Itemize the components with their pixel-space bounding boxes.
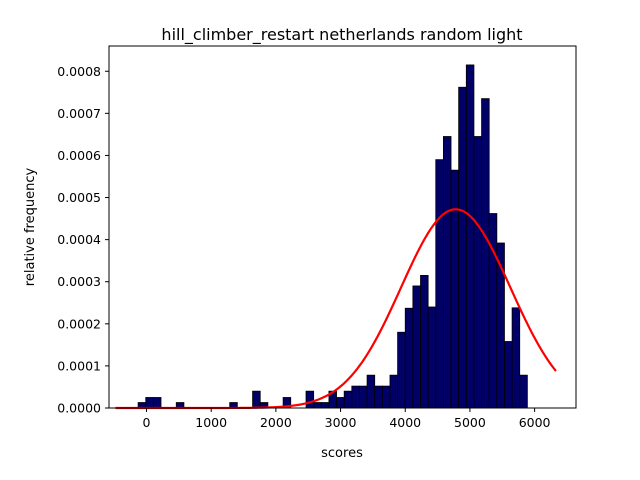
x-tick-label: 2000: [260, 415, 292, 430]
histogram-bar: [305, 390, 315, 409]
histogram-bar: [152, 397, 162, 409]
histogram-bar: [351, 385, 360, 409]
histogram-bar: [397, 331, 406, 409]
histogram-bar: [435, 159, 444, 409]
histogram-bar: [412, 285, 421, 409]
histogram-bar: [504, 341, 513, 409]
histogram-bar: [145, 397, 154, 409]
chart-title: hill_climber_restart netherlands random …: [161, 25, 522, 45]
histogram-bar: [427, 306, 437, 409]
histogram-bar: [481, 98, 490, 409]
histogram-bar: [374, 385, 383, 409]
y-tick-label: 0.0000: [57, 401, 101, 416]
y-axis-label: relative frequency: [23, 168, 38, 287]
histogram-bar: [465, 64, 475, 409]
x-tick-label: 1000: [195, 415, 227, 430]
histogram-bar: [343, 390, 353, 409]
y-tick-label: 0.0004: [57, 232, 101, 247]
y-tick-label: 0.0006: [57, 148, 101, 163]
histogram-bars: [137, 64, 528, 409]
histogram-bar: [252, 390, 261, 409]
x-axis-ticks: 0 1000 2000 3000 4000 5000 6000: [143, 408, 551, 430]
y-tick-label: 0.0002: [57, 316, 101, 331]
y-tick-label: 0.0008: [57, 64, 101, 79]
histogram-bar: [366, 374, 376, 409]
x-tick-label: 3000: [325, 415, 357, 430]
histogram-bar: [450, 169, 460, 409]
histogram-bar: [420, 275, 429, 409]
plot-frame: [108, 45, 577, 409]
y-tick-label: 0.0003: [57, 274, 101, 289]
histogram-bar: [389, 374, 399, 409]
histogram-bar: [488, 213, 498, 409]
x-axis-label: scores: [321, 446, 363, 461]
histogram-bar: [511, 307, 521, 409]
histogram-bar: [404, 307, 414, 409]
histogram-bar: [442, 136, 452, 409]
histogram-bar: [381, 385, 391, 409]
y-tick-label: 0.0007: [57, 106, 101, 121]
y-tick-label: 0.0005: [57, 190, 101, 205]
histogram-bar: [519, 374, 528, 409]
histogram-bar: [458, 86, 467, 409]
x-tick-label: 4000: [389, 415, 421, 430]
histogram-bar: [336, 397, 345, 409]
y-axis-ticks: 0.0000 0.0001 0.0002 0.0003 0.0004 0.0005 0.00…: [57, 64, 109, 416]
y-tick-label: 0.0001: [57, 358, 101, 373]
histogram-bar: [313, 402, 322, 409]
histogram-bar: [473, 136, 482, 409]
histogram-bar: [320, 402, 330, 409]
histogram-bar: [359, 385, 368, 409]
x-tick-label: 5000: [454, 415, 486, 430]
x-tick-label: 0: [143, 415, 151, 430]
x-tick-label: 6000: [519, 415, 551, 430]
